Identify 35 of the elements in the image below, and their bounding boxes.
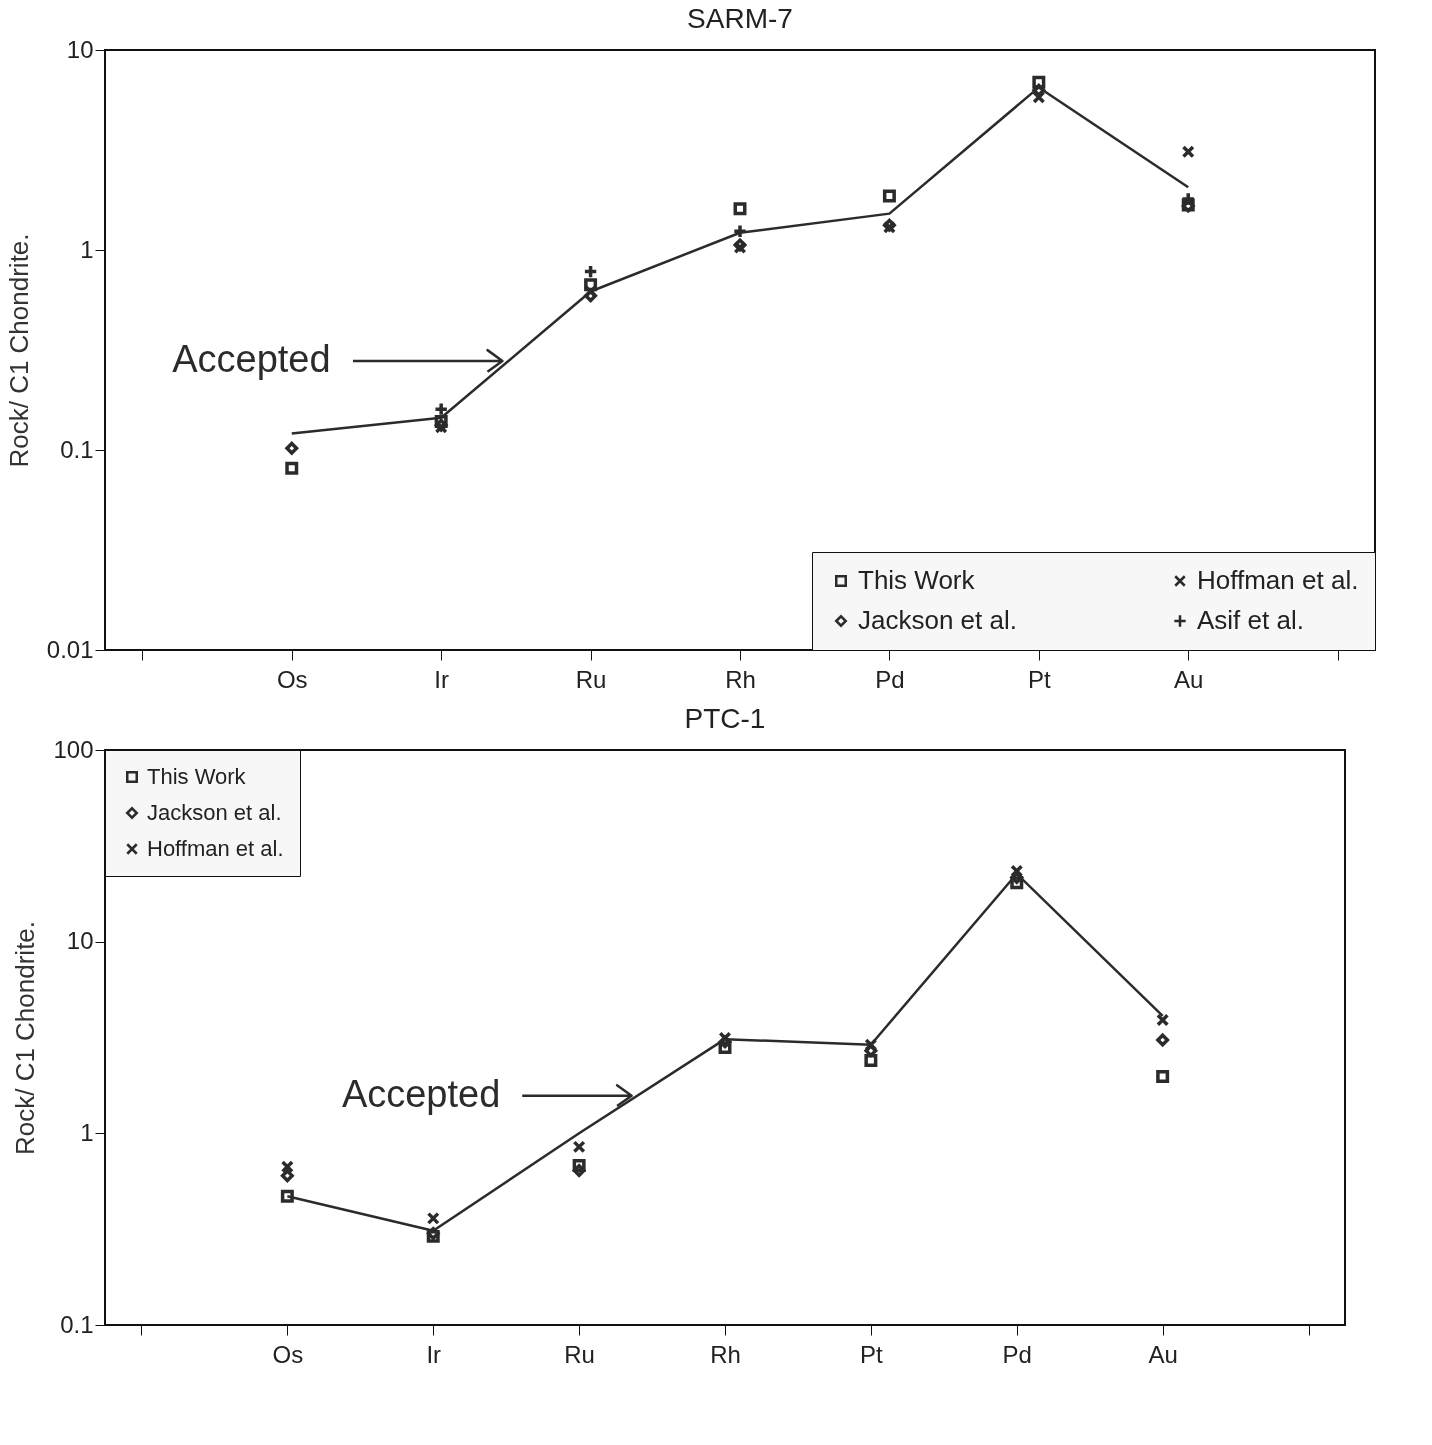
y-tick-label: 1 xyxy=(80,1118,94,1146)
x-tick-label: Pt xyxy=(860,1340,884,1368)
legend-label: Jackson et al. xyxy=(858,605,1017,635)
series-label: Accepted xyxy=(341,1072,501,1115)
legend-label: Hoffman et al. xyxy=(147,836,284,861)
x-tick-label: Au xyxy=(1148,1340,1178,1368)
x-tick-label: Rh xyxy=(725,665,756,693)
y-tick-label: 10 xyxy=(66,35,94,63)
x-tick-label: Pt xyxy=(1027,665,1051,693)
x-tick-label: Rh xyxy=(710,1340,741,1368)
y-tick-label: 0.1 xyxy=(60,1310,94,1338)
x-tick-label: Ir xyxy=(434,665,450,693)
legend-label: This Work xyxy=(147,764,247,789)
legend-label: Asif et al. xyxy=(1197,605,1304,635)
legend-label: Jackson et al. xyxy=(147,800,282,825)
x-tick-label: Os xyxy=(276,665,308,693)
x-tick-label: Ru xyxy=(564,1340,595,1368)
chart-title: SARM-7 xyxy=(687,3,793,34)
chart-title: PTC-1 xyxy=(684,703,766,734)
y-tick-label: 1 xyxy=(80,235,94,263)
x-tick-label: Os xyxy=(272,1340,304,1368)
x-tick-label: Pd xyxy=(875,665,905,693)
y-tick-label: 0.1 xyxy=(60,435,94,463)
y-axis-title: Rock/ C1 Chondrite. xyxy=(3,233,34,468)
x-tick-label: Ru xyxy=(575,665,607,693)
y-axis-title: Rock/ C1 Chondrite. xyxy=(10,920,41,1156)
y-tick-label: 0.01 xyxy=(46,635,94,663)
y-tick-label: 10 xyxy=(66,927,94,955)
series-label: Accepted xyxy=(172,337,331,380)
legend-label: Hoffman et al. xyxy=(1197,565,1359,595)
x-tick-label: Pd xyxy=(1002,1340,1032,1368)
x-tick-label: Au xyxy=(1174,665,1204,693)
y-tick-label: 100 xyxy=(53,735,94,763)
legend-label: This Work xyxy=(858,565,976,595)
x-tick-label: Ir xyxy=(426,1340,442,1368)
